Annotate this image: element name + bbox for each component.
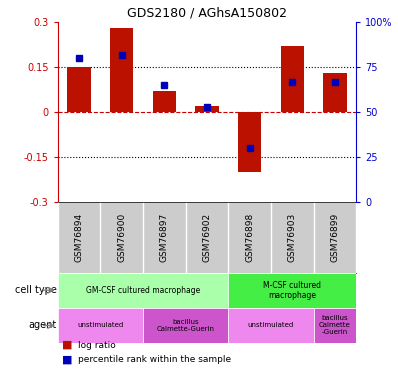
Bar xyxy=(314,308,356,343)
Text: ■: ■ xyxy=(62,355,76,365)
Bar xyxy=(228,308,314,343)
Bar xyxy=(67,68,91,112)
Bar xyxy=(58,308,143,343)
Text: GSM76903: GSM76903 xyxy=(288,213,297,262)
Bar xyxy=(238,112,261,172)
Text: cell type: cell type xyxy=(15,285,57,295)
Text: unstimulated: unstimulated xyxy=(248,322,294,328)
Text: log ratio: log ratio xyxy=(78,340,115,350)
Text: GSM76894: GSM76894 xyxy=(74,213,84,262)
Text: bacillus
Calmette
-Guerin: bacillus Calmette -Guerin xyxy=(319,315,351,336)
Text: GSM76902: GSM76902 xyxy=(203,213,211,262)
Text: GSM76899: GSM76899 xyxy=(330,213,339,262)
Bar xyxy=(58,273,228,308)
Text: bacillus
Calmette-Guerin: bacillus Calmette-Guerin xyxy=(157,319,215,332)
Text: M-CSF cultured
macrophage: M-CSF cultured macrophage xyxy=(263,280,321,300)
Text: agent: agent xyxy=(29,321,57,330)
Bar xyxy=(323,74,347,112)
Bar xyxy=(152,92,176,112)
Bar xyxy=(143,308,228,343)
Bar xyxy=(228,273,356,308)
Bar xyxy=(195,106,219,112)
Text: GSM76898: GSM76898 xyxy=(245,213,254,262)
Bar xyxy=(281,46,304,112)
Text: percentile rank within the sample: percentile rank within the sample xyxy=(78,356,231,364)
Bar xyxy=(110,28,133,112)
Text: ■: ■ xyxy=(62,340,76,350)
Text: GM-CSF cultured macrophage: GM-CSF cultured macrophage xyxy=(86,286,200,295)
Text: GSM76897: GSM76897 xyxy=(160,213,169,262)
Text: unstimulated: unstimulated xyxy=(77,322,123,328)
Title: GDS2180 / AGhsA150802: GDS2180 / AGhsA150802 xyxy=(127,7,287,20)
Text: GSM76900: GSM76900 xyxy=(117,213,126,262)
